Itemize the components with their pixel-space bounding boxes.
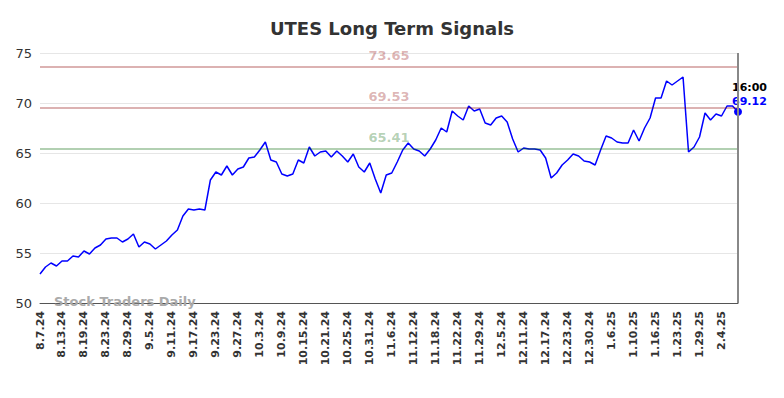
- svg-text:11.22.24: 11.22.24: [451, 311, 464, 366]
- svg-text:12.5.24: 12.5.24: [495, 311, 508, 358]
- svg-text:65: 65: [15, 146, 32, 161]
- svg-text:60: 60: [15, 196, 32, 211]
- svg-text:65.41: 65.41: [368, 130, 409, 145]
- svg-text:9.27.24: 9.27.24: [231, 311, 244, 358]
- svg-text:10.21.24: 10.21.24: [319, 311, 332, 366]
- svg-text:73.65: 73.65: [368, 48, 409, 63]
- svg-text:12.17.24: 12.17.24: [539, 311, 552, 366]
- svg-text:50: 50: [15, 296, 32, 311]
- svg-text:1.29.25: 1.29.25: [693, 311, 706, 358]
- svg-text:10.3.24: 10.3.24: [253, 311, 266, 358]
- svg-text:1.16.25: 1.16.25: [649, 311, 662, 358]
- svg-text:16:00: 16:00: [732, 81, 767, 95]
- svg-text:75: 75: [15, 46, 32, 61]
- svg-text:1.23.25: 1.23.25: [671, 311, 684, 358]
- svg-text:11.29.24: 11.29.24: [473, 311, 486, 366]
- svg-text:8.19.24: 8.19.24: [77, 311, 90, 358]
- svg-text:8.13.24: 8.13.24: [55, 311, 68, 358]
- svg-text:9.5.24: 9.5.24: [143, 311, 156, 350]
- svg-text:10.9.24: 10.9.24: [275, 311, 288, 358]
- svg-text:9.17.24: 9.17.24: [187, 311, 200, 358]
- svg-text:12.30.24: 12.30.24: [583, 311, 596, 366]
- svg-text:69.12: 69.12: [732, 95, 767, 109]
- svg-text:8.7.24: 8.7.24: [34, 311, 47, 350]
- svg-text:1.10.25: 1.10.25: [627, 311, 640, 358]
- svg-text:8.29.24: 8.29.24: [121, 311, 134, 358]
- svg-text:10.31.24: 10.31.24: [363, 311, 376, 366]
- svg-text:12.23.24: 12.23.24: [561, 311, 574, 366]
- svg-text:11.18.24: 11.18.24: [429, 311, 442, 366]
- svg-text:8.23.24: 8.23.24: [99, 311, 112, 358]
- svg-text:70: 70: [15, 96, 32, 111]
- svg-text:2.4.25: 2.4.25: [715, 311, 728, 350]
- svg-text:10.15.24: 10.15.24: [297, 311, 310, 366]
- svg-text:55: 55: [15, 246, 32, 261]
- svg-text:Stock Traders Daily: Stock Traders Daily: [54, 294, 196, 309]
- svg-text:UTES Long Term Signals: UTES Long Term Signals: [270, 18, 514, 39]
- svg-text:9.11.24: 9.11.24: [165, 311, 178, 358]
- svg-text:11.6.24: 11.6.24: [385, 311, 398, 358]
- svg-text:1.6.25: 1.6.25: [605, 311, 618, 350]
- svg-text:69.53: 69.53: [368, 89, 409, 104]
- svg-text:11.12.24: 11.12.24: [407, 311, 420, 366]
- svg-text:9.23.24: 9.23.24: [209, 311, 222, 358]
- svg-text:12.11.24: 12.11.24: [517, 311, 530, 366]
- svg-text:10.25.24: 10.25.24: [341, 311, 354, 366]
